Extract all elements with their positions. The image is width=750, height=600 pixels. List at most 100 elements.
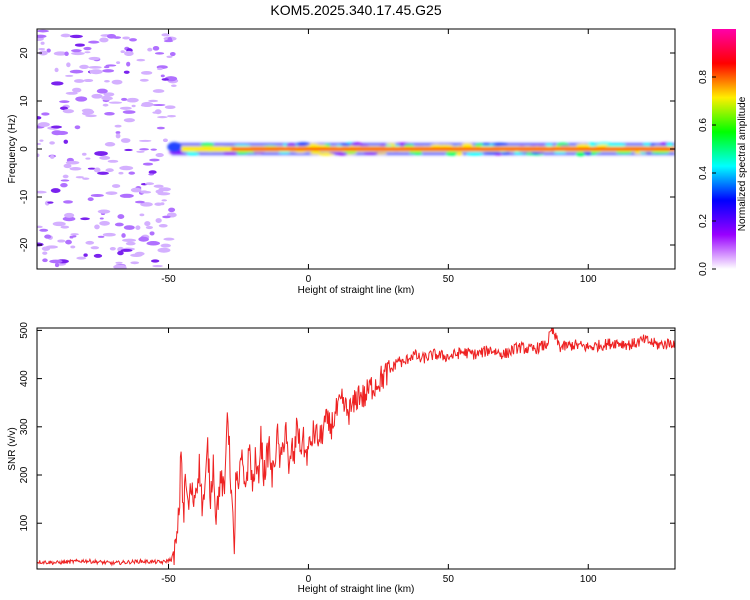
- noise-blob: [148, 173, 155, 176]
- noise-blob: [51, 130, 63, 136]
- noise-blob: [69, 34, 83, 39]
- spectrogram-panel: -50 0 50 100 -20 -10 0 10 20 Height of straight…: [7, 28, 676, 296]
- noise-blob: [49, 141, 55, 145]
- y-tick-label: 100: [19, 514, 30, 531]
- noise-blob: [54, 67, 59, 73]
- noise-blob: [57, 239, 66, 243]
- noise-blob: [62, 174, 69, 179]
- noise-blob: [105, 191, 118, 195]
- noise-blob: [87, 40, 100, 44]
- noise-blob: [125, 241, 136, 246]
- x-tick-label: -50: [161, 274, 176, 285]
- noise-blob: [155, 153, 164, 158]
- noise-blob: [148, 170, 157, 174]
- noise-blob: [119, 193, 134, 198]
- signal-blob: [651, 151, 669, 154]
- noise-blob: [60, 225, 70, 229]
- noise-blob: [130, 187, 142, 193]
- noise-blob: [118, 171, 124, 175]
- noise-blob: [149, 158, 160, 162]
- noise-blob: [91, 93, 103, 99]
- noise-blob: [65, 74, 74, 77]
- noise-blob: [126, 97, 139, 103]
- noise-blob: [87, 167, 97, 170]
- noise-blob: [122, 238, 137, 242]
- colorbar: 0.0 0.2 0.4 0.6 0.8 Normalized spectral ampl…: [698, 29, 748, 276]
- noise-blob: [122, 36, 130, 40]
- noise-blob: [94, 151, 108, 157]
- noise-blob: [49, 259, 63, 264]
- noise-blob: [119, 165, 134, 171]
- snr-y-ticks: 100 200 300 400 500: [19, 322, 675, 532]
- signal-onset: [167, 142, 182, 152]
- noise-blob: [122, 110, 136, 114]
- noise-blob: [163, 237, 175, 241]
- signal-blob: [340, 143, 353, 146]
- y-tick-label: -10: [19, 189, 30, 204]
- noise-blob: [59, 106, 69, 110]
- noise-blob: [150, 148, 157, 151]
- noise-blob: [42, 258, 48, 263]
- snr-frame: [37, 328, 675, 569]
- signal-blob: [537, 151, 545, 154]
- noise-blob: [130, 261, 140, 265]
- noise-blob: [153, 184, 164, 188]
- noise-blob: [139, 148, 149, 151]
- signal-blob: [350, 142, 363, 147]
- noise-blob: [120, 138, 131, 143]
- noise-blob: [37, 122, 50, 127]
- noise-blob: [115, 131, 121, 134]
- noise-blob: [103, 92, 115, 97]
- spectrogram-x-label: Height of straight line (km): [298, 285, 415, 296]
- noise-blob: [71, 49, 82, 53]
- noise-blob: [63, 200, 73, 204]
- noise-blob: [139, 78, 149, 82]
- noise-blob: [152, 89, 165, 93]
- noise-blob: [59, 100, 70, 104]
- noise-blob: [140, 190, 149, 194]
- noise-blob: [50, 154, 55, 159]
- noise-blob: [37, 225, 43, 229]
- noise-blob: [72, 87, 82, 93]
- noise-blob: [139, 213, 145, 217]
- signal-blob: [200, 143, 214, 147]
- noise-blob: [99, 217, 104, 220]
- noise-blob: [76, 256, 87, 260]
- noise-blob: [124, 148, 133, 152]
- noise-blob: [74, 43, 85, 47]
- noise-blob: [38, 47, 46, 51]
- noise-blob: [50, 125, 63, 129]
- noise-blob: [160, 74, 165, 78]
- noise-blob: [161, 78, 169, 81]
- noise-blob: [166, 55, 173, 58]
- noise-blob: [88, 56, 101, 61]
- noise-blob: [51, 81, 64, 86]
- snr-panel: -50 0 50 100 100 200 300 400 500 Height of stra…: [7, 322, 676, 595]
- noise-blob: [114, 81, 122, 84]
- noise-blob: [158, 187, 171, 192]
- noise-blob: [62, 216, 76, 222]
- noise-blob: [82, 177, 90, 180]
- noise-blob: [46, 48, 51, 53]
- noise-blob: [70, 245, 76, 249]
- noise-blob: [72, 235, 77, 238]
- noise-blob: [126, 61, 131, 67]
- noise-blob: [162, 138, 168, 143]
- noise-blob: [123, 225, 135, 230]
- noise-blob: [107, 159, 119, 163]
- snr-line: [37, 328, 675, 567]
- noise-blob: [115, 133, 121, 139]
- noise-blob: [108, 101, 123, 104]
- signal-blob: [666, 142, 674, 147]
- chart-title: KOM5.2025.340.17.45.G25: [270, 2, 441, 18]
- noise-blob: [142, 162, 154, 166]
- noise-blob: [37, 190, 47, 194]
- noise-blob: [74, 125, 81, 130]
- noise-blob: [52, 221, 66, 227]
- signal-blob: [545, 143, 553, 147]
- noise-blob: [144, 221, 151, 227]
- signal-blob: [329, 151, 345, 154]
- signal-blob: [642, 143, 651, 146]
- noise-blob: [121, 233, 126, 238]
